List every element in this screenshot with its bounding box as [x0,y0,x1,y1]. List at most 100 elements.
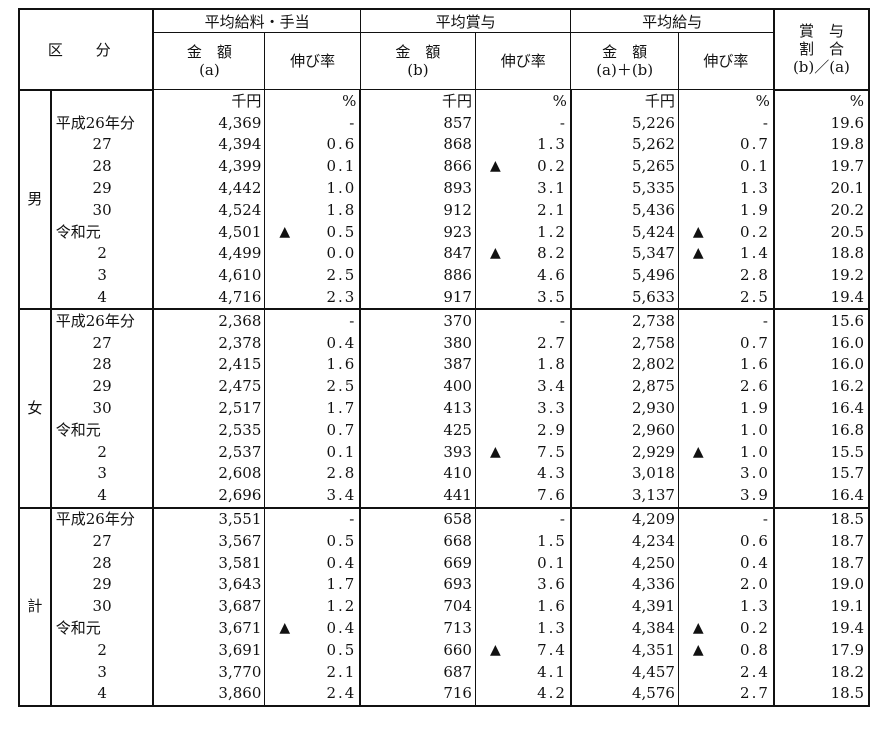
growth-rate-value: 0.5 [326,531,357,550]
negative-triangle-icon: ▲ [489,158,501,175]
growth-rate-cell: ▲ 7.4 [475,639,572,662]
growth-rate-cell: 1.5 [475,530,572,553]
bonus-ratio-cell: 18.7 [830,531,864,550]
negative-triangle-icon: ▲ [489,245,501,262]
amount-cell: 4,610 [153,264,266,287]
growth-rate-cell: 2.6 [678,375,775,398]
growth-rate-value: 1.9 [740,399,770,418]
growth-rate-cell: 0.4 [264,552,362,575]
growth-rate-cell: 1.9 [678,199,775,222]
kubun-header: 区 分 [17,8,155,91]
growth-rate-value: 1.4 [740,244,770,263]
year-label: 平成26年分 [50,506,155,531]
growth-rate-cell: 0.7 [678,332,775,355]
growth-rate-cell: 4.3 [475,463,572,485]
growth-rate-value: 0.2 [537,157,567,176]
year-label: 28 [50,354,155,376]
subheader-line1: 伸び率 [703,52,749,70]
table-row: 4 3,860 2.4 716 4.2 4,576 2.7 18.5 [19,683,869,706]
amount-cell: 3,581 [153,552,266,575]
year-label: 令和元 [50,419,155,442]
amount-cell: 5,262 [570,134,679,156]
amount-cell: 3,551 [153,506,266,531]
bonus-ratio-cell: 16.8 [830,420,864,439]
growth-rate-value: 1.6 [326,355,357,374]
amount-cell: 2,738 [570,308,679,333]
growth-rate-value: 7.6 [537,486,567,505]
negative-triangle-icon: ▲ [279,223,291,240]
amount-cell: 5,347 [570,243,679,265]
growth-rate-value: - [559,311,567,330]
negative-triangle-icon: ▲ [692,620,704,637]
subheader-line1: 伸び率 [290,52,336,70]
subheader-bonus-growth: 伸び率 [474,32,572,90]
ratio-header-line1: 賞 与 [798,22,844,41]
growth-rate-cell: 1.6 [475,595,572,618]
units-row: 男千円% 千円% 千円%% [18,88,869,311]
year-label: 4 [50,286,155,310]
amount-cell: 4,209 [570,506,679,531]
unit-cell: 千円 [360,89,476,113]
growth-rate-value: 0.6 [740,531,770,550]
growth-rate-value: - [349,113,357,132]
growth-rate-value: 0.7 [740,333,770,352]
amount-cell: 5,265 [570,155,679,178]
growth-rate-value: 1.7 [326,399,357,418]
year-label: 3 [50,661,155,684]
amount-cell: 5,633 [570,286,679,310]
growth-rate-value: 7.4 [537,640,567,659]
amount-cell: 3,691 [153,639,266,662]
growth-rate-cell: 1.3 [678,177,775,200]
amount-cell: 847 [360,243,476,265]
amount-cell: 2,517 [153,397,266,420]
year-label: 平成26年分 [50,308,155,333]
growth-rate-cell: ▲ 0.5 [264,221,362,244]
growth-rate-cell: 1.7 [264,397,362,420]
amount-cell: 3,860 [153,683,266,706]
growth-rate-cell: 2.7 [678,683,775,706]
growth-rate-cell: - [475,308,572,333]
growth-rate-value: 1.6 [740,355,770,374]
bonus-ratio-cell: 16.0 [830,355,864,374]
negative-triangle-icon: ▲ [489,443,501,460]
growth-rate-value: 0.4 [740,553,770,572]
amount-cell: 4,351 [570,639,679,662]
bonus-ratio-cell: 19.2 [830,266,864,285]
table-row: 27 4,394 0.6 868 1.3 5,262 0.7 19.8 [19,134,869,156]
growth-rate-value: 1.8 [326,200,357,219]
subheader-total-amount: 金 額 (a)＋(b) [570,32,679,90]
growth-rate-value: 1.6 [537,597,567,616]
growth-rate-cell: 2.8 [264,463,362,485]
amount-cell: 2,875 [570,375,679,398]
growth-rate-value: 2.5 [326,266,357,285]
amount-cell: 2,368 [153,308,266,333]
amount-cell: 2,475 [153,375,266,398]
unit-cell: 千円 [570,89,679,113]
growth-rate-value: 2.3 [326,288,357,307]
amount-cell: 4,234 [570,530,679,553]
amount-cell: 2,960 [570,419,679,442]
amount-cell: 5,335 [570,177,679,200]
bonus-ratio-cell: 19.7 [830,157,864,176]
growth-rate-value: 1.8 [537,355,567,374]
table-row: 30 4,524 1.8 912 2.1 5,436 1.9 20.2 [19,199,869,222]
year-label: 平成26年分 [50,112,155,135]
amount-cell: 3,671 [153,617,266,640]
bonus-ratio-cell: 19.4 [830,619,864,638]
bonus-ratio-cell: 18.5 [773,506,869,531]
group-label-male: 男 [18,88,52,311]
amount-cell: 2,758 [570,332,679,355]
year-label: 29 [50,574,155,596]
amount-cell: 668 [360,530,476,553]
table-row: 令和元 4,501 ▲ 0.5 923 1.2 5,424 ▲ 0.2 20.5 [19,221,869,244]
amount-cell: 857 [360,112,476,135]
growth-rate-value: 4.3 [537,464,567,483]
year-label: 4 [50,683,155,706]
amount-cell: 3,687 [153,595,266,618]
bonus-ratio-cell: 19.0 [830,575,864,594]
growth-rate-cell: ▲ 0.2 [678,221,775,244]
growth-rate-value: 4.1 [537,662,567,681]
growth-rate-value: - [762,113,770,132]
growth-rate-cell: 3.0 [678,463,775,485]
growth-rate-cell: - [475,112,572,135]
